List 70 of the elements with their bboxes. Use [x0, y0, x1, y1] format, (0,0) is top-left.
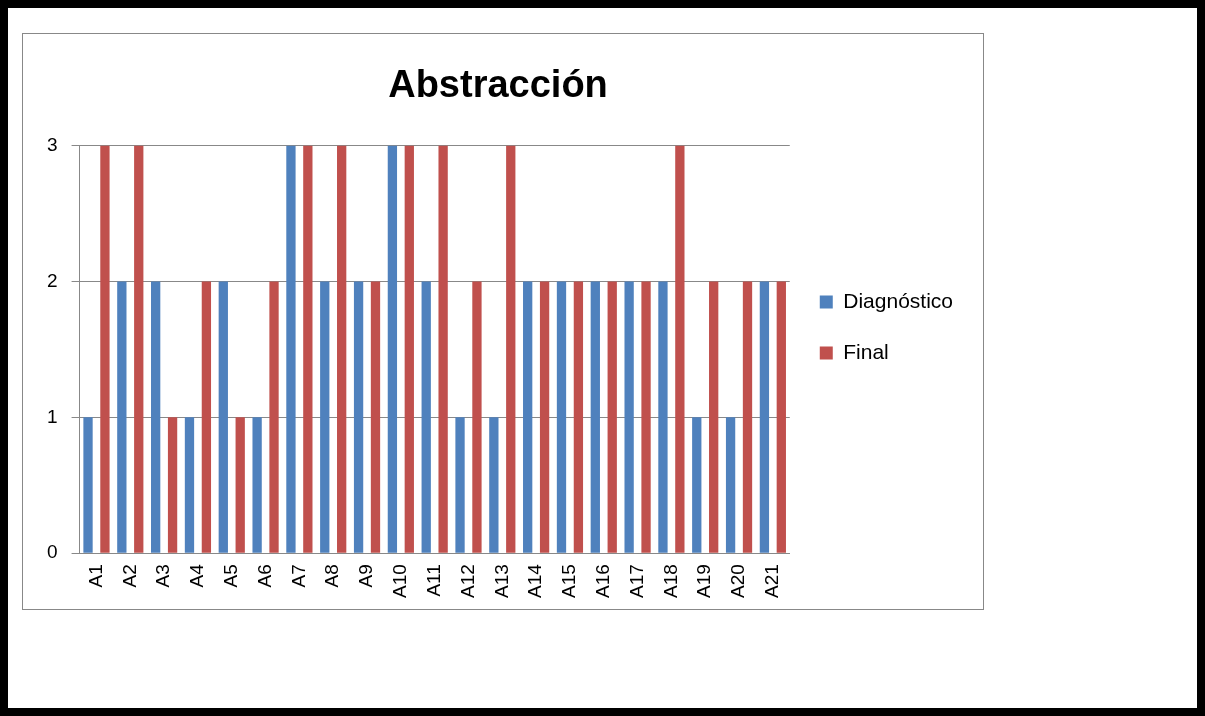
- x-tick-label: A7: [287, 564, 309, 588]
- bar: [167, 417, 178, 553]
- bar: [100, 145, 110, 553]
- bar: [692, 417, 702, 553]
- bar: [117, 281, 127, 553]
- bar: [387, 145, 398, 553]
- bar: [759, 281, 770, 553]
- bar: [455, 417, 465, 553]
- bar: [489, 417, 499, 553]
- bar: [421, 281, 431, 553]
- x-tick-label: A20: [727, 564, 749, 599]
- bar: [506, 145, 516, 553]
- bar: [641, 281, 651, 553]
- bar: [590, 281, 600, 553]
- x-tick-label: A18: [659, 564, 681, 599]
- bar: [607, 281, 617, 553]
- bar: [269, 281, 279, 553]
- bar: [320, 281, 330, 553]
- chart-title: Abstracción: [388, 63, 608, 106]
- bar: [184, 417, 195, 553]
- y-tick-label: 0: [46, 541, 58, 563]
- bar: [370, 281, 381, 553]
- x-tick-label: A12: [456, 564, 478, 599]
- x-tick-label: A5: [219, 564, 241, 588]
- bar: [337, 145, 347, 553]
- x-tick-label: A8: [321, 564, 343, 588]
- bar: [523, 281, 533, 553]
- x-tick-label: A6: [253, 564, 275, 588]
- bar: [404, 145, 414, 553]
- x-tick-label: A10: [389, 564, 411, 599]
- y-tick-label: 3: [46, 133, 58, 155]
- x-tick-label: A11: [422, 564, 444, 597]
- y-tick-label: 1: [46, 405, 58, 427]
- x-tick-label: A16: [592, 564, 613, 599]
- x-tick-label: A17: [625, 564, 647, 599]
- bar: [624, 281, 634, 553]
- bar: [776, 281, 786, 553]
- x-tick-label: A4: [186, 563, 208, 588]
- bar: [539, 281, 550, 553]
- bar: [742, 281, 753, 553]
- bar: [709, 281, 719, 553]
- bar: [573, 281, 584, 553]
- bar: [725, 417, 736, 553]
- x-tick-label: A9: [355, 564, 377, 588]
- bar: [218, 281, 228, 553]
- legend-label: Final: [843, 339, 889, 363]
- x-tick-label: A14: [524, 563, 546, 599]
- legend-label: Diagnóstico: [843, 288, 954, 312]
- x-tick-label: A21: [761, 564, 783, 599]
- x-tick-label: A3: [152, 564, 174, 588]
- y-tick-label: 2: [46, 269, 58, 291]
- bar: [438, 145, 448, 553]
- bar: [286, 145, 296, 553]
- bar: [151, 281, 161, 553]
- bar: [556, 281, 567, 553]
- x-tick-label: A15: [558, 564, 580, 599]
- x-tick-label: A19: [693, 564, 715, 599]
- bar: [83, 417, 93, 553]
- bar: [472, 281, 482, 553]
- bar: [303, 145, 313, 553]
- bar: [353, 281, 364, 553]
- bar: [134, 145, 144, 553]
- bar: [252, 417, 262, 553]
- x-tick-label: A1: [84, 564, 106, 588]
- bar: [675, 145, 685, 553]
- x-tick-label: A13: [490, 564, 512, 599]
- x-tick-label: A2: [118, 564, 140, 588]
- bar: [235, 417, 245, 553]
- bar: [658, 281, 668, 553]
- bar: [201, 281, 212, 553]
